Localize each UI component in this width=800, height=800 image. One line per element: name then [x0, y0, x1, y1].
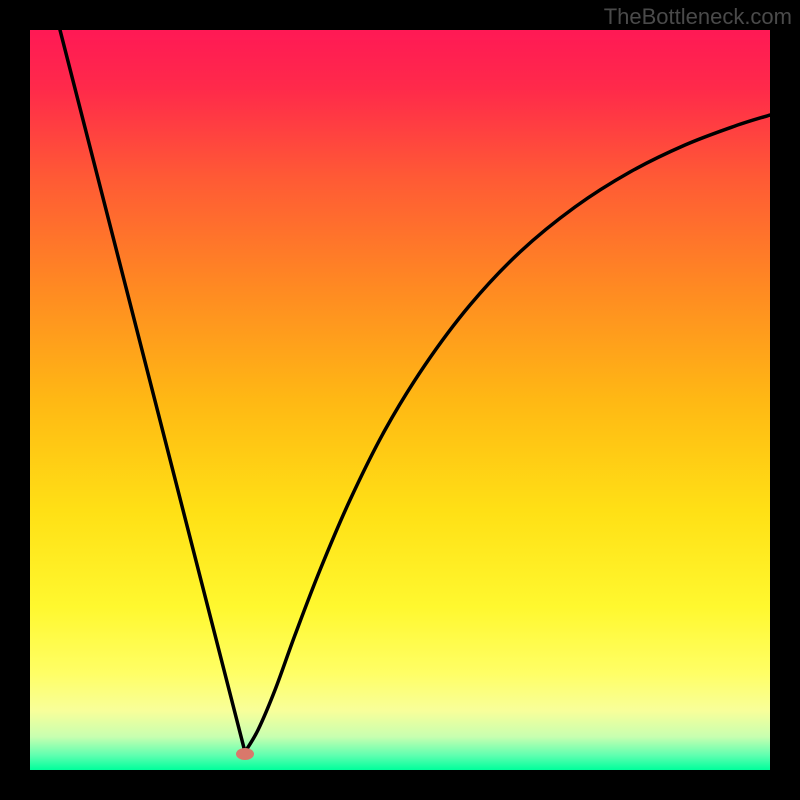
watermark-text: TheBottleneck.com	[604, 4, 792, 30]
minimum-marker	[236, 748, 254, 760]
plot-area	[30, 30, 770, 770]
bottleneck-curve	[60, 30, 770, 752]
curve-layer	[30, 30, 770, 770]
